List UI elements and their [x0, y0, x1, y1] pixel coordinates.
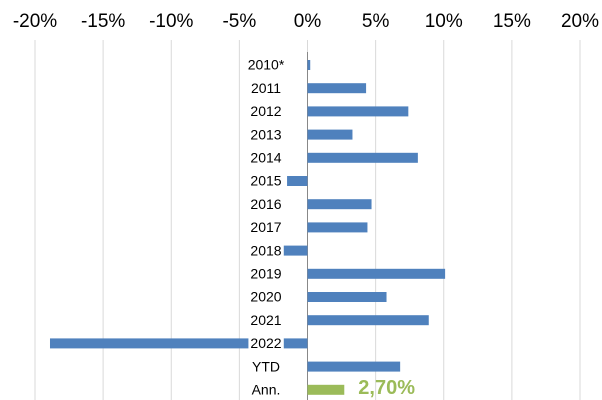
bar — [307, 129, 353, 140]
bar — [307, 268, 446, 279]
category-label-group: 2013 — [248, 126, 284, 143]
category-label-bg — [248, 335, 284, 352]
x-tick-label: 10% — [425, 11, 463, 32]
category-label: 2020 — [250, 289, 281, 305]
category-label-bg — [248, 219, 284, 236]
category-label-group: 2014 — [248, 149, 284, 166]
category-label: 2018 — [250, 242, 281, 258]
category-label-bg — [248, 126, 284, 143]
category-label: 2012 — [250, 103, 281, 119]
category-label: 2010* — [248, 57, 285, 73]
category-label-bg — [245, 56, 287, 73]
bar — [307, 199, 372, 210]
category-label-group: Ann. — [249, 381, 283, 398]
category-label: 2015 — [250, 173, 281, 189]
category-label-bg — [248, 103, 284, 120]
category-label-bg — [248, 195, 284, 212]
category-label-group: 2017 — [248, 219, 284, 236]
x-tick-label: 0% — [294, 11, 322, 32]
category-label-bg — [248, 172, 284, 189]
category-label-group: YTD — [250, 358, 282, 375]
bar — [307, 315, 429, 326]
x-tick-label: -15% — [81, 11, 125, 32]
category-label-bg — [248, 288, 284, 305]
category-label-group: 2010* — [245, 56, 287, 73]
category-label-group: 2022 — [248, 335, 284, 352]
bar — [307, 60, 311, 70]
category-label-group: 2021 — [248, 311, 284, 328]
category-label: 2019 — [250, 266, 281, 282]
category-label-group: 2011 — [248, 79, 284, 96]
x-tick-label: 5% — [362, 11, 390, 32]
category-label-bg — [249, 381, 283, 398]
category-label-group: 2018 — [248, 242, 284, 259]
bar — [49, 338, 308, 349]
bar — [307, 384, 345, 395]
category-label-group: 2020 — [248, 288, 284, 305]
x-tick-label: -5% — [222, 11, 256, 32]
category-label: 2016 — [250, 196, 281, 212]
bar — [307, 83, 367, 94]
category-label: 2013 — [250, 126, 281, 142]
category-label: 2014 — [250, 150, 281, 166]
category-label: 2022 — [250, 335, 281, 351]
bar — [307, 361, 401, 372]
x-tick-label: 15% — [493, 11, 531, 32]
x-tick-label: -10% — [149, 11, 193, 32]
category-label-group: 2012 — [248, 103, 284, 120]
x-tick-label: 20% — [561, 11, 599, 32]
category-label-bg — [250, 358, 282, 375]
category-label-bg — [248, 311, 284, 328]
category-label: YTD — [252, 358, 280, 374]
category-label-bg — [248, 242, 284, 259]
bar — [307, 106, 409, 117]
category-label-bg — [248, 265, 284, 282]
category-label: 2011 — [251, 80, 281, 96]
category-label-bg — [248, 149, 284, 166]
value-label: 2,70% — [358, 377, 415, 399]
category-label-group: 2019 — [248, 265, 284, 282]
x-tick-label: -20% — [13, 11, 57, 32]
category-label: 2021 — [250, 312, 281, 328]
bar — [287, 176, 308, 186]
category-label-bg — [248, 79, 284, 96]
bar — [307, 292, 387, 302]
category-label-group: 2016 — [248, 195, 284, 212]
category-label-group: 2015 — [248, 172, 284, 189]
category-label: 2017 — [250, 219, 281, 235]
bar — [307, 222, 368, 233]
category-label: Ann. — [252, 382, 281, 398]
bar — [307, 152, 418, 163]
